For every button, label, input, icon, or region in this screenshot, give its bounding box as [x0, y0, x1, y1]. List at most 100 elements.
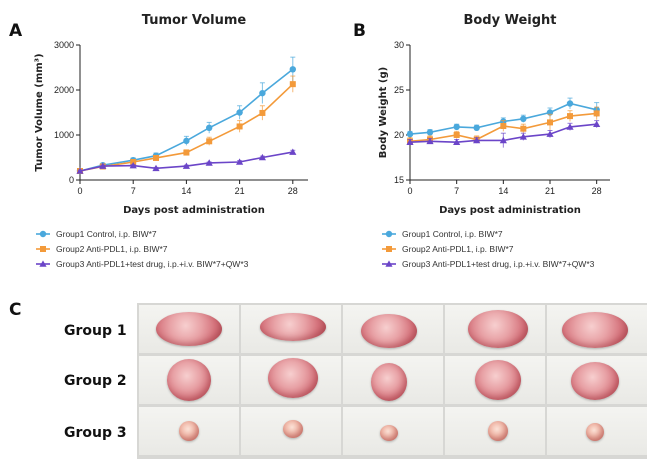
photo-cell [547, 407, 647, 455]
y-tick-label: 0 [69, 175, 74, 185]
charts-area: A Tumor Volume 0 1000 2000 3000 0 7 14 21 28 Days p… [9, 13, 610, 269]
series-group-3 [406, 120, 601, 148]
data-point [473, 124, 480, 131]
data-point [236, 123, 243, 130]
data-point [547, 119, 553, 126]
data-point [205, 159, 213, 166]
data-point [152, 164, 160, 172]
data-point [519, 133, 527, 140]
data-point [289, 81, 296, 88]
data-point [289, 66, 296, 73]
data-point [593, 120, 601, 127]
y-tick-label: 2000 [54, 85, 74, 95]
photo-cell [139, 356, 239, 404]
x-tick-label: 21 [545, 186, 555, 196]
tumor-specimen [371, 363, 407, 401]
data-point [499, 136, 507, 144]
data-point [473, 136, 481, 144]
data-point [76, 167, 84, 174]
tumor-specimen [488, 421, 508, 441]
data-point [236, 158, 244, 165]
legend-entry: Group1 Control, i.p. BIW*7 [56, 229, 157, 239]
x-tick-label: 21 [235, 186, 245, 196]
y-axis-label: Body Weight (g) [378, 67, 389, 158]
tumor-photo-panel: C Group 1 Group 2 Group 3 [0, 296, 650, 461]
chart-title: Tumor Volume [142, 13, 247, 28]
data-point [566, 123, 574, 130]
data-point [500, 123, 507, 129]
tumor-specimen [260, 313, 326, 341]
data-point [426, 137, 434, 145]
photo-cell [343, 305, 443, 353]
data-point [182, 162, 190, 169]
tumor-volume-chart: A Tumor Volume 0 1000 2000 3000 0 7 14 21 28 Days p… [9, 13, 308, 269]
y-axis-label: Tumor Volume (mm³) [34, 53, 45, 171]
tumor-specimen [380, 425, 398, 441]
y-tick-label: 1000 [54, 130, 74, 140]
x-tick-label: 28 [288, 186, 298, 196]
legend-marker [385, 230, 393, 238]
data-point [406, 138, 414, 145]
data-point [520, 125, 527, 132]
legend-marker [386, 246, 392, 252]
group-label-1: Group 1 [64, 323, 127, 339]
legend-marker [39, 260, 47, 267]
group-label-2: Group 2 [64, 373, 127, 389]
tumor-specimen [475, 360, 521, 400]
legend: Group1 Control, i.p. BIW*7 Group2 Anti-PD… [382, 229, 595, 269]
legend-entry: Group3 Anti-PDL1+test drug, i.p.+i.v. BI… [56, 259, 249, 269]
data-point [453, 138, 461, 145]
y-tick-label: 20 [394, 130, 404, 140]
tumor-specimen [361, 314, 417, 348]
data-point [520, 115, 527, 123]
legend-entry: Group2 Anti-PDL1, i.p. BIW*7 [56, 244, 168, 254]
data-point [259, 89, 266, 97]
tumor-specimen [571, 362, 619, 400]
data-point [259, 109, 266, 116]
tumor-photograph [137, 303, 647, 459]
data-point [406, 130, 414, 138]
tumor-specimen [562, 312, 628, 348]
photo-cell [445, 407, 545, 455]
body-weight-chart: B Body Weight 15 20 25 30 0 7 14 21 28 Days post ad… [353, 13, 610, 269]
legend-marker [40, 246, 46, 252]
panel-letter-c: C [9, 300, 22, 320]
x-tick-label: 7 [131, 186, 136, 196]
legend-marker [39, 230, 47, 238]
photo-cell [547, 305, 647, 353]
tumor-specimen [167, 359, 211, 401]
x-tick-label: 14 [498, 186, 508, 196]
photo-cell [241, 356, 341, 404]
group-label-3: Group 3 [64, 425, 127, 441]
tumor-specimen [468, 310, 528, 348]
data-point [546, 130, 554, 137]
panel-letter-b: B [353, 21, 366, 41]
data-point [153, 154, 159, 161]
series-group-3 [76, 148, 297, 174]
legend: Group1 Control, i.p. BIW*7 Group2 Anti-PD… [36, 229, 249, 269]
tumor-specimen [179, 421, 199, 441]
x-tick-label: 7 [454, 186, 459, 196]
legend-entry: Group2 Anti-PDL1, i.p. BIW*7 [402, 244, 514, 254]
legend-marker [385, 260, 393, 267]
y-tick-label: 15 [394, 175, 404, 185]
data-point [566, 100, 574, 107]
x-axis-label: Days post administration [439, 205, 581, 216]
x-tick-label: 0 [407, 186, 412, 196]
photo-cell [445, 356, 545, 404]
data-point [426, 129, 434, 136]
legend-entry: Group1 Control, i.p. BIW*7 [402, 229, 503, 239]
x-tick-label: 14 [181, 186, 191, 196]
data-point [453, 123, 460, 131]
photo-cell [241, 407, 341, 455]
data-point [129, 162, 137, 169]
tumor-specimen [283, 420, 303, 438]
data-point [183, 149, 190, 156]
data-point [206, 124, 213, 131]
data-point [183, 137, 190, 145]
photo-cell [139, 407, 239, 455]
data-point [289, 148, 297, 155]
data-point [99, 162, 107, 169]
data-point [453, 132, 460, 138]
photo-cell [445, 305, 545, 353]
